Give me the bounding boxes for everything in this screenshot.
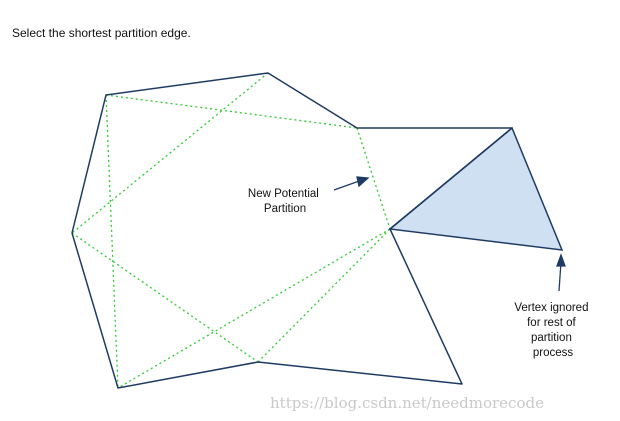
arrow-to-partition <box>333 179 363 191</box>
arrow-head <box>556 253 566 267</box>
label-line: Vertex ignored <box>514 302 588 314</box>
instruction-text: Select the shortest partition edge. <box>12 26 191 40</box>
label-line: New Potential <box>248 188 319 200</box>
label-line: for rest of <box>527 317 576 329</box>
partition-edge <box>257 228 391 363</box>
arrow-to-vertex <box>558 261 562 292</box>
watermark: https://blog.csdn.net/needmorecode <box>270 394 544 412</box>
polygon-outline <box>71 72 513 389</box>
partition-edge <box>71 232 259 363</box>
partition-edge <box>105 94 358 129</box>
partition-edge <box>105 94 119 389</box>
ignored-triangle <box>388 126 564 251</box>
new-partition-label: New Potential Partition <box>248 188 322 215</box>
arrow-head <box>356 176 370 188</box>
arrows <box>333 176 566 292</box>
vertex-ignored-label: Vertex ignored for rest of partition pro… <box>514 302 591 359</box>
label-line: process <box>533 347 574 359</box>
partition-edges <box>71 72 391 389</box>
label-line: partition <box>531 332 572 344</box>
partition-edge <box>117 228 391 389</box>
partition-edge <box>71 72 269 234</box>
label-line: Partition <box>264 203 306 215</box>
